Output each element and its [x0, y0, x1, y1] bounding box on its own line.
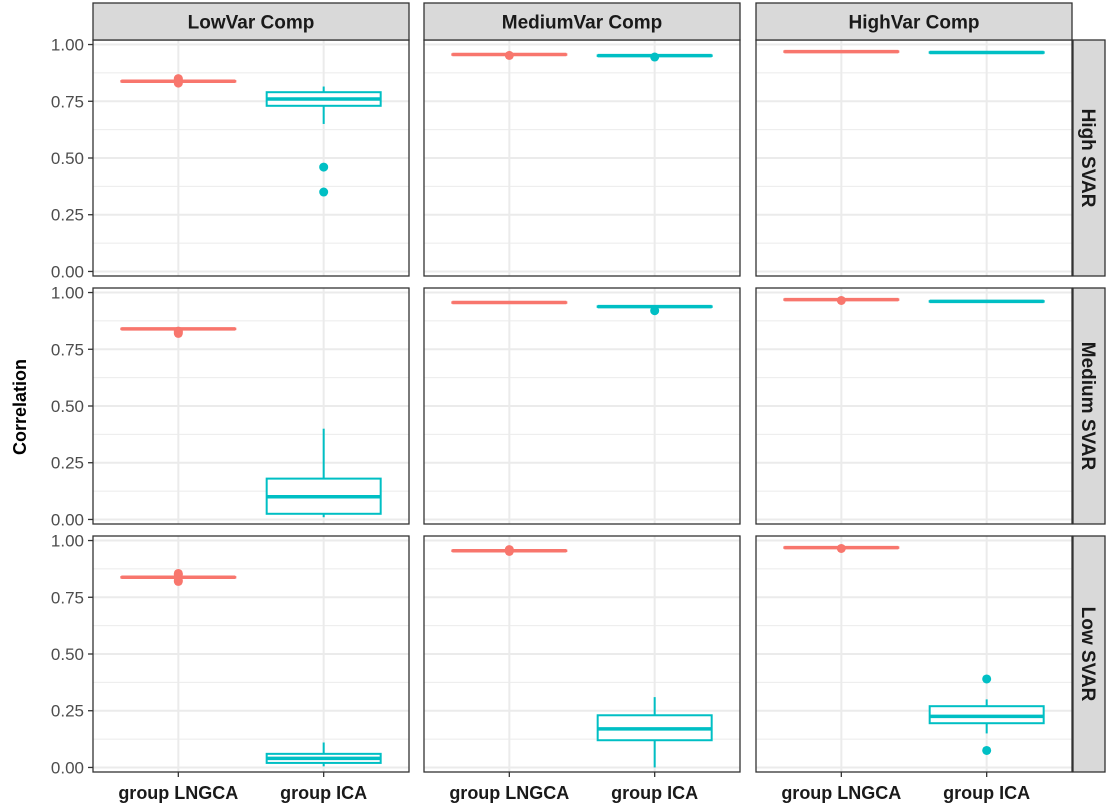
outlier-point: [650, 306, 660, 316]
panel-frame: [423, 287, 741, 525]
y-tick-label: 1.00: [51, 532, 84, 551]
y-tick-label: 0.25: [51, 206, 84, 225]
x-tick-label: group LNGCA: [781, 783, 901, 803]
y-tick-label: 1.00: [51, 36, 84, 55]
grid-layer: [93, 40, 1072, 772]
column-strip-label: MediumVar Comp: [502, 13, 662, 34]
axis-layer: 0.00 0.25 0.50 0.75 1.00 0.00 0.25 0.50 0.75 1.00…: [51, 36, 1030, 803]
y-tick-label: 0.50: [51, 645, 84, 664]
column-strip: [92, 2, 410, 41]
panel-frame: [423, 535, 741, 773]
y-tick-label: 0.00: [51, 758, 84, 777]
column-strip: [423, 2, 741, 41]
outlier-point: [504, 50, 514, 60]
outlier-point: [982, 745, 992, 755]
y-tick-label: 0.50: [51, 149, 84, 168]
x-tick-label: group ICA: [943, 783, 1030, 803]
y-tick-label: 0.00: [51, 510, 84, 529]
outlier-point: [504, 545, 514, 555]
row-strip: [1072, 39, 1106, 277]
outlier-point: [319, 187, 329, 197]
outlier-point: [836, 543, 846, 553]
boxplot-layer: [120, 49, 1045, 768]
outlier-point: [982, 674, 992, 684]
column-strip: [755, 2, 1073, 41]
row-strip: [1072, 287, 1106, 525]
y-axis-title: Correlation: [10, 359, 30, 455]
row-strip-label: High SVAR: [1077, 109, 1098, 208]
outlier-point: [173, 326, 183, 336]
strip-layer: LowVar Comp MediumVar Comp HighVar Comp Hig…: [92, 2, 1106, 773]
x-tick-label: group ICA: [611, 783, 698, 803]
x-tick-label: group LNGCA: [118, 783, 238, 803]
y-tick-label: 0.75: [51, 92, 84, 111]
outlier-point: [173, 568, 183, 578]
y-tick-label: 1.00: [51, 284, 84, 303]
row-strip-label: Medium SVAR: [1077, 342, 1098, 471]
outlier-point: [650, 52, 660, 62]
y-tick-label: 0.25: [51, 702, 84, 721]
column-strip-label: HighVar Comp: [849, 13, 980, 34]
y-tick-label: 0.75: [51, 588, 84, 607]
outlier-point: [836, 295, 846, 305]
outlier-point: [319, 162, 329, 172]
y-tick-label: 0.75: [51, 340, 84, 359]
outlier-point: [173, 74, 183, 84]
panel-frame: [755, 535, 1073, 773]
row-strip: [1072, 535, 1106, 773]
y-tick-label: 0.50: [51, 397, 84, 416]
y-tick-label: 0.25: [51, 454, 84, 473]
column-strip-label: LowVar Comp: [188, 13, 315, 34]
x-tick-label: group ICA: [280, 783, 367, 803]
y-tick-label: 0.00: [51, 262, 84, 281]
panel-frame: [755, 287, 1073, 525]
row-strip-label: Low SVAR: [1077, 607, 1098, 702]
x-tick-label: group LNGCA: [449, 783, 569, 803]
